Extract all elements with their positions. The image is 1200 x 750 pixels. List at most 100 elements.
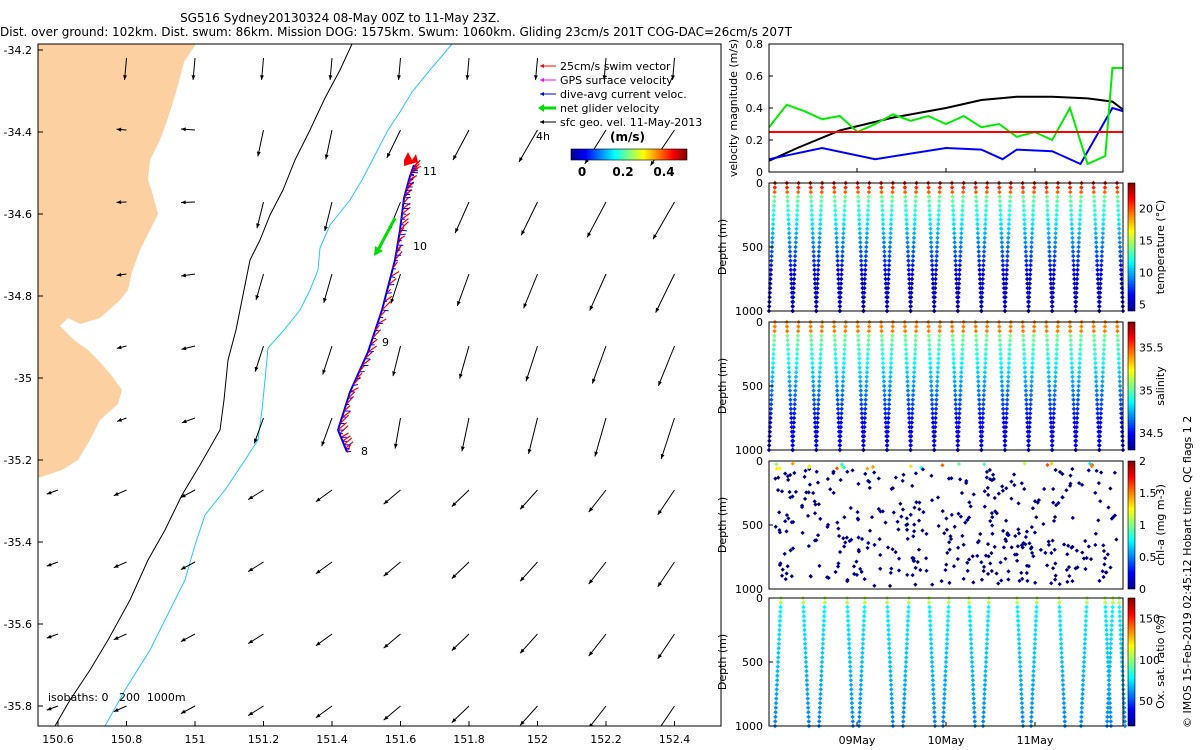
cast-point [1015,609,1020,614]
chl-point [982,504,987,509]
cast-point [787,249,793,254]
chl-point [883,520,888,525]
cast-point [858,392,864,398]
chl-point [911,529,917,534]
cast-point [834,240,840,245]
chl-point [870,464,876,470]
cast-point [885,614,891,619]
cast-point [1102,338,1107,343]
cast-point [969,664,975,669]
cast-point [801,609,806,614]
cast-point [885,290,891,295]
cast-point [1097,443,1102,448]
cast-point [819,328,825,334]
cast-point [926,185,931,190]
cast-point [886,406,892,412]
cast-point [818,682,824,688]
cast-point [1022,370,1028,375]
surface-velocity-arrow [324,201,333,232]
chl-point [845,578,850,584]
cast-point [791,420,797,425]
cast-point [818,678,824,683]
cast-point [858,691,863,697]
cast-point [777,627,782,633]
cast-point [1098,281,1103,286]
cast-point [1075,402,1081,407]
cast-point [1100,240,1105,245]
cast-point [1100,374,1105,380]
cast-point [1060,668,1065,674]
cast-point [1071,258,1076,263]
cast-point [952,379,957,384]
cast-point [936,203,942,209]
cast-point [1109,623,1114,628]
cast-point [846,627,851,633]
cast-point [785,203,791,209]
cast-point [885,285,891,291]
cast-point [1070,383,1076,389]
cast-point [928,379,934,384]
cast-point [906,415,912,421]
cast-point [1076,240,1082,245]
chl-point [784,513,790,518]
cast-point [926,333,932,338]
cast-point [803,650,808,656]
cast-point [914,324,919,329]
cast-point [1100,379,1105,384]
cast-point [1119,290,1125,295]
cast-point [932,443,937,448]
cast-point [832,328,837,334]
cast-point [1021,338,1026,343]
cast-point [941,714,946,720]
cast-point [863,388,869,393]
cast-point [957,263,963,268]
cast-point [1115,333,1120,338]
chl-point [908,464,913,469]
day-label-11: 11 [423,165,437,178]
chl-point [1016,501,1021,506]
arrow-head [453,155,457,161]
cast-point [946,604,951,610]
cast-point [931,691,936,697]
cast-point [969,650,974,656]
cast-point [820,646,825,651]
chl-point [1054,502,1059,508]
cast-point [801,604,806,610]
cast-point [998,365,1004,370]
cast-point [1117,604,1122,610]
cast-point [881,379,887,384]
chl-point [921,509,926,515]
depth-y-tick-label: 0 [756,177,763,190]
cast-point [1076,388,1081,393]
cast-point [862,604,867,610]
surface-velocity-arrow [321,417,333,447]
cast-point [1034,609,1039,614]
cast-point [1017,650,1022,656]
cast-point [1021,203,1026,209]
cast-point [1069,351,1074,357]
cast-point [832,208,838,213]
arrow-head [534,75,538,80]
cast-point [817,235,822,241]
cast-point [969,655,975,660]
cast-point [811,263,817,268]
cast-point [839,267,844,273]
cast-point [881,370,886,375]
arrow-head [46,490,52,495]
cast-point [887,397,892,402]
cast-point [1077,365,1082,370]
cast-point [774,682,780,688]
cast-point [1095,276,1101,282]
cast-point [1004,258,1010,263]
cast-point [930,678,936,683]
cast-point [913,199,918,204]
cast-point [1005,388,1010,393]
cast-point [866,199,871,204]
cast-point [838,290,843,295]
arrow-head [324,154,329,160]
cast-point [861,434,867,439]
cast-point [863,249,869,254]
cast-point [1105,646,1110,651]
cast-point [905,632,910,637]
cast-point [902,678,908,683]
